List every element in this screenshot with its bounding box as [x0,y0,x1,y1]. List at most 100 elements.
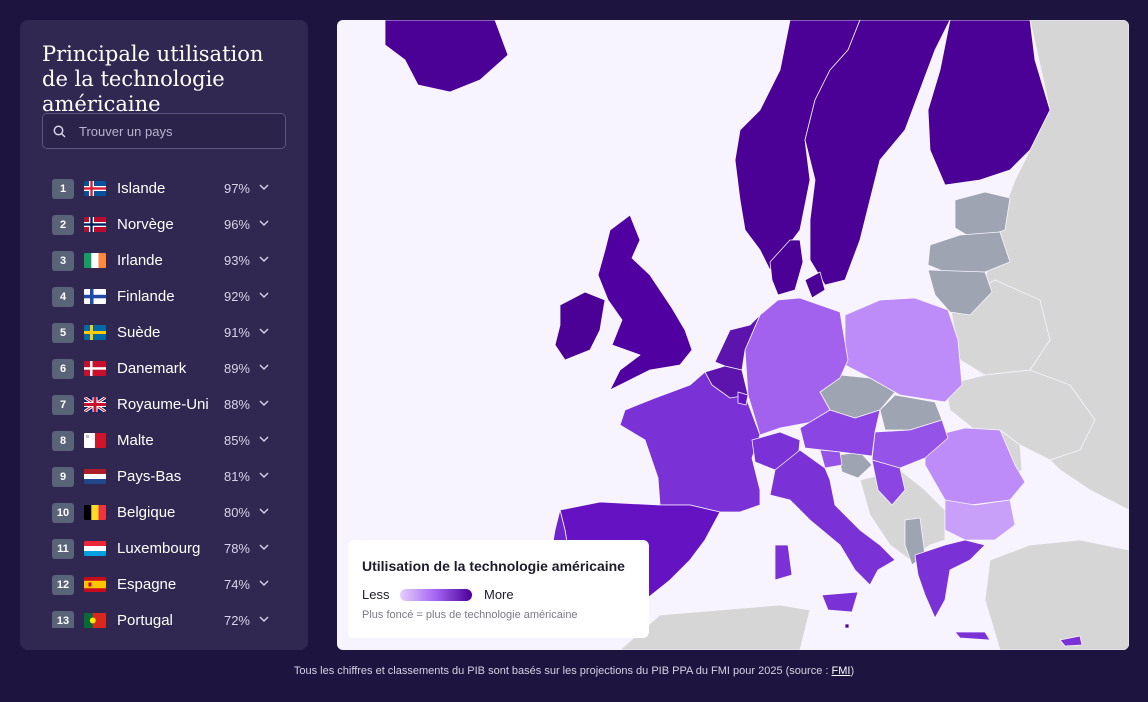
country-malta[interactable] [844,623,850,629]
country-finland[interactable] [927,20,1051,186]
flag-denmark-icon [84,361,106,376]
country-percentage: 81% [223,469,250,484]
chevron-down-icon[interactable] [259,544,269,551]
country-percentage: 80% [223,505,250,520]
country-crete[interactable] [954,631,991,641]
rank-badge: 4 [52,287,74,307]
chevron-down-icon[interactable] [259,364,269,371]
flag-netherlands-icon [84,469,106,484]
chevron-down-icon[interactable] [259,220,269,227]
flag-united-kingdom-icon [84,397,106,412]
country-latvia[interactable] [927,231,1011,273]
chevron-down-icon[interactable] [259,256,269,263]
legend-note: Plus foncé = plus de technologie américa… [362,609,578,621]
country-percentage: 93% [223,253,250,268]
country-denmark-zealand[interactable] [804,271,826,299]
country-sweden[interactable] [804,20,951,286]
footer-end: ) [850,665,855,677]
flag-sweden-icon [84,325,106,340]
chevron-down-icon[interactable] [259,580,269,587]
country-denmark[interactable] [769,239,804,296]
country-row[interactable]: 11 Luxembourg 78% [20,532,308,568]
sidebar-panel: Principale utilisation de la technologie… [20,20,308,650]
country-percentage: 78% [223,541,250,556]
country-united-kingdom[interactable] [597,214,693,391]
country-croatia-bosnia[interactable] [837,451,873,479]
country-row[interactable]: 7 Royaume-Uni 88% [20,388,308,424]
search-box[interactable] [42,113,286,149]
country-ukraine[interactable] [944,369,1096,461]
country-row[interactable]: 10 Belgique 80% [20,496,308,532]
flag-malta-icon [84,433,106,448]
country-estonia[interactable] [954,191,1011,241]
country-name: Finlande [117,288,175,305]
rank-badge: 9 [52,467,74,487]
country-percentage: 74% [223,577,250,592]
country-romania[interactable] [924,427,1026,506]
chevron-down-icon[interactable] [259,508,269,515]
country-name: Islande [117,180,166,197]
country-serbia[interactable] [871,459,906,506]
flag-iceland-icon [84,181,106,196]
country-italy[interactable] [769,449,896,586]
country-north-africa[interactable] [619,604,811,650]
country-sicily[interactable] [821,591,859,613]
country-row[interactable]: 13 Portugal 72% [20,604,308,628]
country-name: Pays-Bas [117,468,182,485]
map-legend: Utilisation de la technologie américaine… [348,540,649,638]
country-percentage: 91% [223,325,250,340]
country-row[interactable]: 5 Suède 91% [20,316,308,352]
country-bulgaria[interactable] [944,499,1016,541]
country-luxembourg[interactable] [737,391,749,406]
country-ireland[interactable] [554,291,606,361]
country-poland[interactable] [844,297,963,403]
country-iceland[interactable] [384,20,509,93]
chevron-down-icon[interactable] [259,328,269,335]
country-percentage: 85% [223,433,250,448]
chevron-down-icon[interactable] [259,184,269,191]
country-name: Espagne [117,576,177,593]
rank-badge: 3 [52,251,74,271]
flag-portugal-icon [84,613,106,628]
country-name: Suède [117,324,161,341]
country-slovenia[interactable] [819,449,843,469]
country-netherlands[interactable] [714,314,761,371]
search-input[interactable] [79,114,279,148]
country-turkey[interactable] [984,539,1129,650]
country-greece[interactable] [914,539,986,619]
country-percentage: 89% [223,361,250,376]
country-row[interactable]: 8 Malte 85% [20,424,308,460]
country-austria[interactable] [799,409,881,457]
country-percentage: 97% [223,181,250,196]
chevron-down-icon[interactable] [259,292,269,299]
europe-choropleth-map[interactable] [337,20,1129,650]
chevron-down-icon[interactable] [259,472,269,479]
country-name: Norvège [117,216,174,233]
search-icon [53,125,66,138]
country-row[interactable]: 3 Irlande 93% [20,244,308,280]
country-germany[interactable] [744,297,849,436]
chevron-down-icon[interactable] [259,400,269,407]
footer-text: Tous les chiffres et classements du PIB … [293,665,832,677]
chevron-down-icon[interactable] [259,616,269,623]
rank-badge: 6 [52,359,74,379]
country-percentage: 96% [223,217,250,232]
country-row[interactable]: 1 Islande 97% [20,172,308,208]
country-name: Portugal [117,612,173,628]
legend-gradient-bar [400,589,472,601]
rank-badge: 11 [52,539,74,559]
chevron-down-icon[interactable] [259,436,269,443]
country-row[interactable]: 2 Norvège 96% [20,208,308,244]
country-lithuania[interactable] [927,269,993,316]
country-row[interactable]: 9 Pays-Bas 81% [20,460,308,496]
country-row[interactable]: 4 Finlande 92% [20,280,308,316]
country-row[interactable]: 12 Espagne 74% [20,568,308,604]
source-link[interactable]: FMI [831,665,851,677]
country-sardinia[interactable] [774,544,793,581]
country-row[interactable]: 6 Danemark 89% [20,352,308,388]
rank-badge: 2 [52,215,74,235]
country-name: Luxembourg [117,540,201,557]
country-name: Malte [117,432,154,449]
country-cyprus[interactable] [1059,635,1083,647]
rank-badge: 12 [52,575,74,595]
